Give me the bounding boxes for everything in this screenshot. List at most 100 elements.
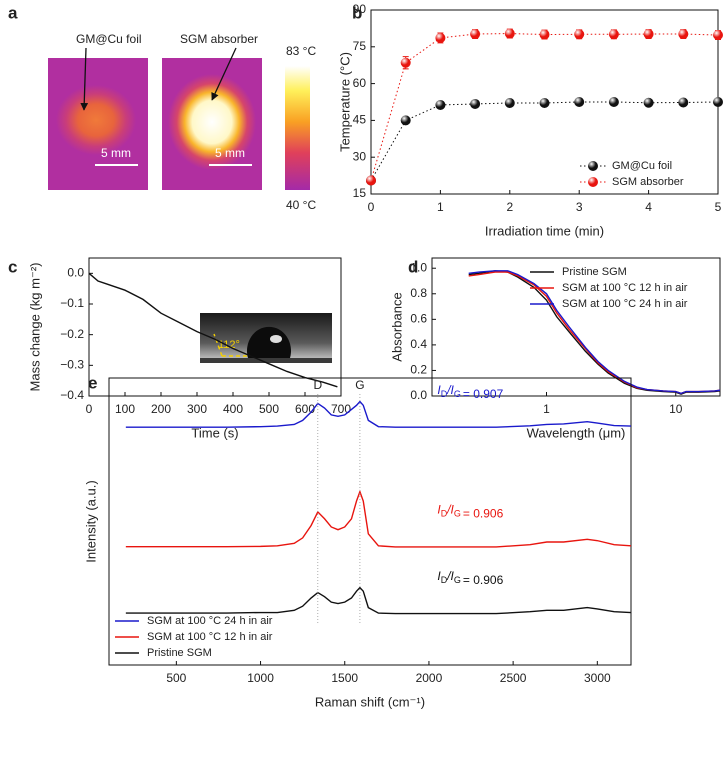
x-tick-label: 3000 [584, 671, 611, 685]
image-label: GM@Cu foil [76, 32, 142, 46]
legend-label: SGM at 100 °C 12 h in air [147, 631, 273, 643]
inset-label: 112° [218, 339, 240, 351]
x-tick-label: 0 [368, 200, 375, 214]
ratio-part: G [454, 575, 461, 585]
y-axis-title: Temperature (°C) [337, 52, 352, 152]
connector-line [370, 33, 719, 181]
colorbar-label: 40 °C [286, 198, 316, 212]
ratio-part: D [441, 575, 448, 585]
data-line [125, 400, 632, 428]
data-point [608, 97, 619, 107]
data-line [125, 489, 632, 548]
x-tick-label: 4 [645, 200, 652, 214]
x-tick-label: 300 [187, 402, 207, 416]
y-axis-title: Absorbance [389, 292, 404, 361]
data-point [504, 97, 515, 108]
legend-label: Pristine SGM [147, 647, 212, 659]
scale-label: 5 mm [101, 146, 131, 160]
data-point [608, 29, 619, 40]
ratio-value: = 0.906 [463, 507, 504, 521]
x-tick-label: 600 [295, 402, 315, 416]
x-tick-label: 10 [669, 402, 683, 416]
data-point [539, 97, 550, 108]
panel-label: c [8, 257, 17, 276]
data-point [435, 32, 446, 43]
x-tick-label: 2 [506, 200, 513, 214]
y-tick-label: 30 [353, 149, 367, 163]
y-tick-label: 0.0 [410, 388, 427, 402]
ratio-part: /I [446, 383, 454, 397]
ratio-value: = 0.907 [463, 387, 504, 401]
ratio-part: G [454, 390, 461, 400]
data-point [366, 175, 376, 186]
angle-guide [213, 333, 223, 357]
y-tick-label: 75 [353, 39, 367, 53]
ratio-part: I [437, 569, 441, 583]
legend-label: GM@Cu foil [612, 160, 672, 172]
y-tick-label: −0.4 [60, 388, 84, 402]
data-line [468, 270, 721, 395]
data-point [435, 99, 446, 110]
data-point [470, 29, 481, 40]
x-axis-title: Raman shift (cm⁻¹) [315, 694, 425, 709]
ratio-annotation: ID/IG = 0.907 [437, 383, 503, 401]
legend-label: SGM at 100 °C 24 h in air [562, 298, 688, 310]
ratio-annotation: ID/IG = 0.906 [437, 503, 503, 521]
legend-label: Pristine SGM [562, 266, 627, 278]
plot-frame [108, 377, 632, 666]
arrow [211, 47, 237, 101]
x-tick-label: 500 [166, 671, 186, 685]
ratio-part: D [441, 390, 448, 400]
y-tick-label: 90 [353, 2, 367, 16]
y-tick-label: 0.4 [410, 337, 427, 351]
x-tick-label: 2500 [500, 671, 527, 685]
y-tick-label: 15 [353, 186, 367, 200]
image-label: SGM absorber [180, 32, 258, 46]
legend-label: SGM absorber [612, 176, 684, 188]
x-tick-label: 200 [151, 402, 171, 416]
ratio-part: /I [446, 569, 454, 583]
peak-label: D [313, 378, 322, 392]
data-line [125, 586, 632, 615]
x-tick-label: 3 [576, 200, 583, 214]
x-axis-title: Irradiation time (min) [485, 223, 604, 238]
y-tick-label: 0.6 [410, 312, 427, 326]
data-point [470, 98, 481, 109]
legend-marker [588, 161, 598, 171]
y-axis-title: Intensity (a.u.) [83, 480, 98, 562]
peak-label: G [355, 378, 364, 392]
x-tick-label: 0 [86, 402, 93, 416]
colorbar-label: 83 °C [286, 44, 316, 58]
data-point [539, 29, 550, 40]
data-point [643, 97, 654, 108]
data-point [574, 29, 585, 40]
colorbar [285, 66, 310, 190]
scale-label: 5 mm [215, 146, 245, 160]
panel-label: a [8, 3, 18, 22]
data-point [574, 97, 585, 107]
y-axis-title: Mass change (kg m⁻²) [27, 263, 42, 392]
panel-label: b [352, 3, 362, 22]
x-tick-label: 1000 [247, 671, 274, 685]
data-point [504, 28, 515, 39]
y-tick-label: 0.8 [410, 286, 427, 300]
arrow [80, 47, 89, 111]
y-tick-label: 0.0 [67, 266, 84, 280]
droplet-highlight [270, 335, 282, 343]
x-axis-title: Time (s) [191, 425, 238, 440]
data-point [713, 97, 723, 107]
data-point [713, 30, 723, 41]
legend-marker [588, 177, 598, 187]
y-tick-label: 1.0 [410, 260, 427, 274]
substrate [200, 358, 332, 363]
x-axis-title: Wavelength (μm) [527, 425, 626, 440]
ratio-part: I [437, 383, 441, 397]
data-point [678, 29, 689, 40]
plot-frame [431, 257, 721, 397]
hot-spot [168, 74, 256, 170]
y-tick-label: 0.2 [410, 363, 427, 377]
hot-spot [56, 85, 136, 155]
y-tick-label: −0.3 [60, 358, 84, 372]
